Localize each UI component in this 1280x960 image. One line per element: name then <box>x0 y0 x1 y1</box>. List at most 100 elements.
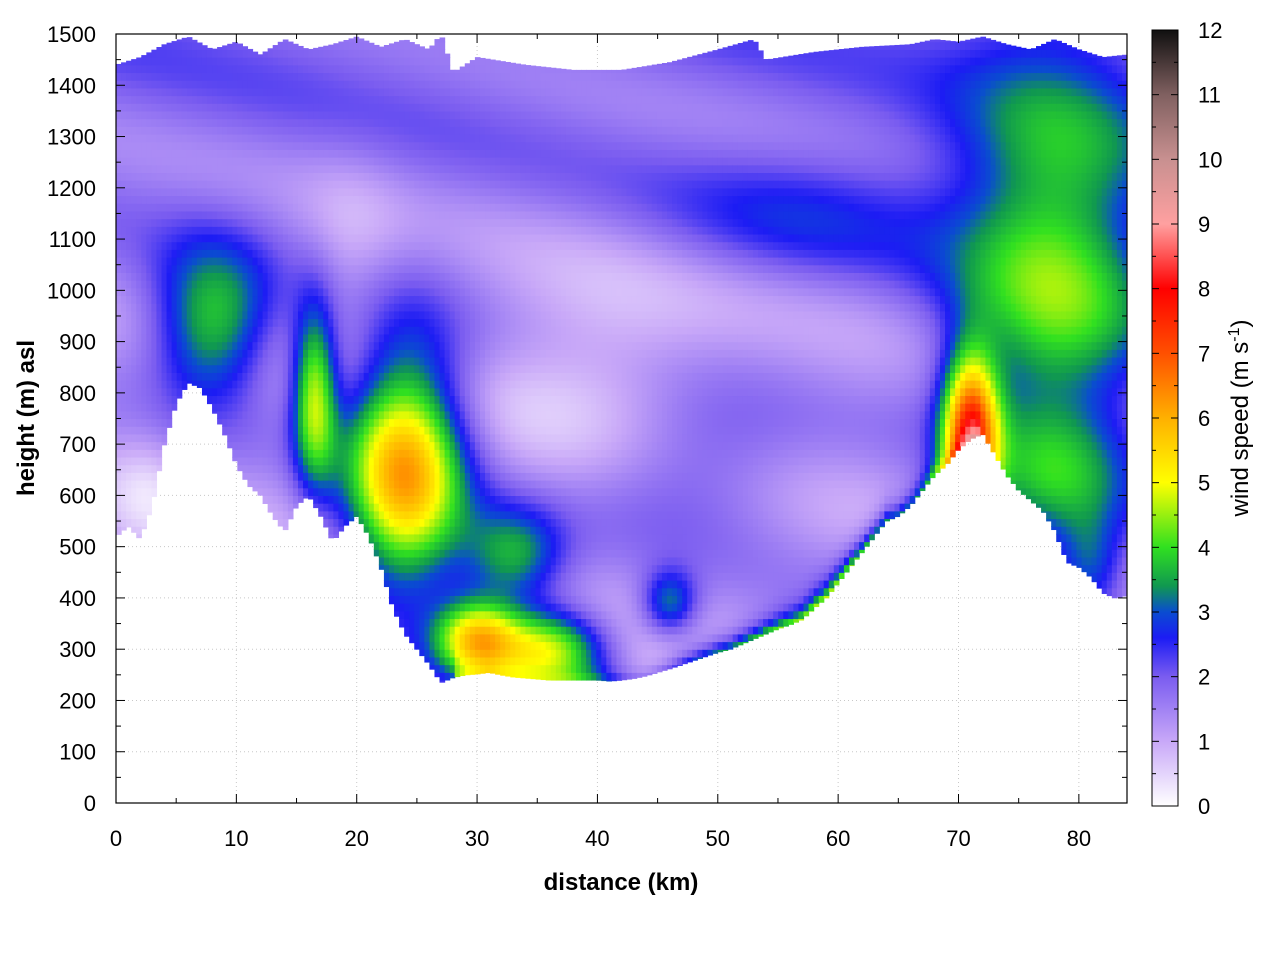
wind-speed-cell <box>146 310 152 320</box>
wind-speed-cell <box>257 95 264 104</box>
wind-speed-cell <box>257 433 264 443</box>
wind-speed-cell <box>141 203 147 212</box>
wind-speed-cell <box>363 472 370 481</box>
wind-speed-cell <box>373 233 380 243</box>
wind-speed-cell <box>333 433 340 443</box>
wind-speed-cell <box>399 249 405 258</box>
wind-speed-cell <box>358 518 365 525</box>
wind-speed-cell <box>141 133 147 143</box>
wind-speed-cell <box>363 64 370 74</box>
wind-speed-cell <box>474 641 481 650</box>
wind-speed-cell <box>237 303 243 312</box>
wind-speed-cell <box>121 141 127 150</box>
wind-speed-cell <box>227 110 233 120</box>
wind-speed-cell <box>191 310 198 320</box>
wind-speed-cell <box>358 403 365 412</box>
wind-speed-cell <box>444 53 451 58</box>
wind-speed-cell <box>490 533 496 543</box>
wind-speed-cell <box>136 364 142 373</box>
wind-speed-cell <box>373 303 380 312</box>
wind-speed-cell <box>126 387 132 397</box>
wind-speed-cell <box>272 341 279 350</box>
wind-speed-cell <box>348 38 355 43</box>
wind-speed-cell <box>399 487 405 496</box>
wind-speed-cell <box>212 57 218 66</box>
wind-speed-cell <box>287 372 294 381</box>
wind-speed-cell <box>277 64 284 74</box>
wind-speed-cell <box>297 218 304 227</box>
wind-speed-cell <box>191 318 198 327</box>
wind-speed-cell <box>464 664 471 673</box>
wind-speed-cell <box>373 426 380 435</box>
wind-speed-cell <box>196 241 203 250</box>
wind-speed-cell <box>252 218 259 227</box>
wind-speed-cell <box>126 426 132 435</box>
wind-speed-cell <box>272 510 279 520</box>
wind-speed-cell <box>297 487 304 496</box>
wind-speed-cell <box>444 595 451 604</box>
wind-speed-cell <box>444 133 451 143</box>
wind-speed-cell <box>333 72 340 81</box>
wind-speed-cell <box>257 187 264 197</box>
wind-speed-cell <box>212 364 218 373</box>
wind-speed-cell <box>414 480 420 489</box>
wind-speed-cell <box>201 80 208 89</box>
wind-speed-cell <box>434 641 441 650</box>
wind-speed-cell <box>262 87 269 97</box>
wind-speed-cell <box>348 133 355 143</box>
wind-speed-cell <box>485 118 491 127</box>
wind-speed-cell <box>414 241 420 250</box>
wind-speed-cell <box>378 241 385 250</box>
wind-speed-cell <box>353 157 360 166</box>
wind-speed-cell <box>287 287 294 297</box>
wind-speed-cell <box>394 503 400 512</box>
wind-speed-cell <box>303 72 309 81</box>
wind-speed-cell <box>363 433 370 443</box>
wind-speed-cell <box>237 333 243 343</box>
wind-speed-cell <box>434 495 441 504</box>
wind-speed-cell <box>146 187 152 197</box>
wind-speed-cell <box>394 157 400 166</box>
wind-speed-cell <box>434 310 441 320</box>
wind-speed-cell <box>409 287 415 297</box>
wind-speed-cell <box>237 464 243 472</box>
wind-speed-cell <box>495 172 501 181</box>
wind-speed-cell <box>151 295 158 304</box>
wind-speed-cell <box>424 87 431 97</box>
wind-speed-cell <box>333 57 340 66</box>
wind-speed-cell <box>257 333 264 343</box>
wind-speed-cell <box>262 241 269 250</box>
wind-speed-cell <box>429 310 436 320</box>
wind-speed-cell <box>490 364 496 373</box>
wind-speed-cell <box>419 95 425 104</box>
wind-speed-cell <box>409 72 415 81</box>
wind-speed-cell <box>282 310 289 320</box>
wind-speed-cell <box>297 141 304 150</box>
wind-speed-cell <box>469 364 476 373</box>
wind-speed-cell <box>399 610 405 620</box>
wind-speed-cell <box>464 80 471 89</box>
wind-speed-cell <box>333 349 340 358</box>
wind-speed-cell <box>419 172 425 181</box>
wind-speed-cell <box>176 318 183 327</box>
wind-speed-cell <box>166 380 173 389</box>
wind-speed-cell <box>247 464 254 473</box>
wind-speed-cell <box>328 64 334 74</box>
wind-speed-cell <box>156 326 163 335</box>
wind-speed-cell <box>151 472 158 481</box>
wind-speed-cell <box>464 157 471 166</box>
wind-speed-cell <box>131 103 137 112</box>
wind-speed-cell <box>257 126 264 135</box>
wind-speed-cell <box>469 103 476 112</box>
wind-speed-cell <box>479 233 486 243</box>
wind-speed-cell <box>343 472 350 481</box>
wind-speed-cell <box>282 433 289 443</box>
wind-speed-cell <box>404 272 410 281</box>
wind-speed-cell <box>485 526 491 535</box>
wind-speed-cell <box>388 210 395 220</box>
wind-speed-cell <box>373 218 380 227</box>
wind-speed-cell <box>161 364 168 373</box>
wind-speed-cell <box>242 133 249 143</box>
wind-speed-cell <box>297 45 304 50</box>
wind-speed-cell <box>141 495 147 504</box>
